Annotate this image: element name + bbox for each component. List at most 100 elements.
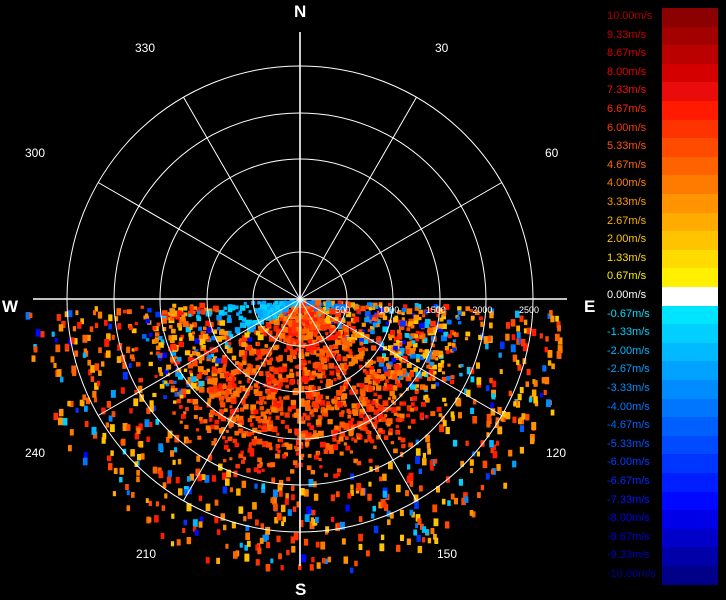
echo-pixel	[544, 376, 550, 385]
echo-pixel	[426, 442, 431, 449]
echo-pixel	[269, 319, 274, 324]
echo-pixel	[413, 342, 418, 348]
echo-pixel	[450, 349, 454, 353]
echo-pixel	[260, 349, 266, 355]
echo-pixel	[176, 398, 182, 404]
echo-pixel	[373, 302, 378, 308]
echo-pixel	[222, 354, 226, 359]
echo-pixel	[261, 486, 266, 493]
echo-pixel	[533, 396, 538, 404]
echo-pixel	[408, 472, 414, 481]
echo-pixel	[343, 379, 349, 385]
echo-pixel	[389, 512, 394, 519]
echo-pixel	[347, 410, 352, 415]
echo-pixel	[551, 363, 555, 370]
echo-pixel	[412, 396, 417, 401]
echo-pixel	[300, 398, 305, 403]
echo-pixel	[262, 314, 268, 320]
echo-pixel	[512, 354, 518, 362]
echo-pixel	[250, 404, 257, 411]
echo-pixel	[401, 307, 407, 313]
echo-pixel	[189, 305, 194, 310]
echo-pixel	[382, 473, 387, 481]
legend-row: 6.00m/s	[606, 119, 718, 139]
echo-pixel	[29, 312, 33, 318]
echo-pixel	[292, 460, 298, 465]
echo-pixel	[272, 314, 278, 319]
bearing-spoke	[299, 298, 503, 416]
echo-pixel	[239, 349, 245, 356]
echo-pixel	[92, 390, 97, 398]
echo-pixel	[320, 441, 326, 448]
echo-pixel	[547, 350, 553, 358]
echo-pixel	[275, 453, 280, 459]
echo-pixel	[108, 455, 112, 462]
echo-pixel	[182, 528, 186, 533]
echo-pixel	[438, 368, 442, 372]
echo-pixel	[339, 431, 346, 437]
echo-pixel	[357, 348, 362, 352]
echo-pixel	[360, 305, 366, 312]
echo-pixel	[196, 455, 201, 462]
echo-pixel	[75, 310, 79, 316]
echo-pixel	[253, 383, 259, 388]
echo-pixel	[144, 419, 150, 428]
echo-pixel	[210, 353, 215, 358]
echo-pixel	[512, 416, 517, 424]
echo-pixel	[212, 392, 217, 397]
legend-label: -3.33m/s	[607, 382, 650, 394]
echo-pixel	[419, 415, 424, 420]
echo-pixel	[126, 490, 130, 496]
echo-pixel	[415, 456, 420, 464]
legend-label: 4.00m/s	[607, 177, 647, 190]
echo-pixel	[294, 464, 298, 468]
echo-pixel	[375, 403, 380, 408]
echo-pixel	[435, 305, 439, 309]
echo-pixel	[167, 430, 173, 439]
echo-pixel	[382, 326, 389, 333]
echo-pixel	[295, 446, 300, 452]
echo-pixel	[373, 380, 377, 384]
echo-pixel	[442, 371, 446, 375]
echo-pixel	[229, 423, 234, 427]
echo-pixel	[318, 309, 324, 315]
legend-swatch	[662, 138, 718, 157]
echo-pixel	[266, 359, 272, 365]
echo-pixel	[309, 521, 315, 530]
echo-pixel	[353, 304, 360, 311]
echo-pixel	[379, 543, 385, 552]
echo-pixel	[359, 341, 364, 346]
echo-pixel	[329, 319, 334, 324]
echo-pixel	[234, 407, 239, 413]
echo-pixel	[541, 377, 546, 384]
echo-pixel	[316, 353, 320, 357]
echo-pixel	[284, 412, 290, 418]
echo-pixel	[456, 398, 462, 407]
echo-pixel	[220, 335, 225, 340]
legend-swatch	[662, 324, 718, 343]
echo-pixel	[318, 457, 322, 461]
echo-pixel	[166, 372, 170, 377]
echo-pixel	[350, 473, 355, 480]
echo-pixel	[324, 473, 328, 477]
echo-pixel	[247, 363, 252, 368]
echo-pixel	[149, 400, 154, 407]
echo-pixel	[291, 304, 296, 310]
echo-pixel	[339, 386, 344, 391]
echo-pixel	[405, 490, 409, 497]
echo-pixel	[476, 451, 480, 457]
echo-pixel	[285, 493, 289, 499]
echo-pixel	[388, 302, 392, 307]
echo-pixel	[122, 423, 128, 431]
echo-pixel	[299, 353, 305, 360]
echo-pixel	[148, 332, 153, 337]
echo-pixel	[217, 391, 222, 396]
echo-pixel	[446, 319, 452, 325]
echo-pixel	[215, 362, 219, 367]
echo-pixel	[286, 374, 290, 379]
echo-pixel	[486, 421, 491, 428]
echo-pixel	[393, 370, 398, 374]
echo-pixel	[255, 357, 259, 361]
echo-pixel	[410, 402, 415, 407]
echo-pixel	[356, 309, 361, 314]
